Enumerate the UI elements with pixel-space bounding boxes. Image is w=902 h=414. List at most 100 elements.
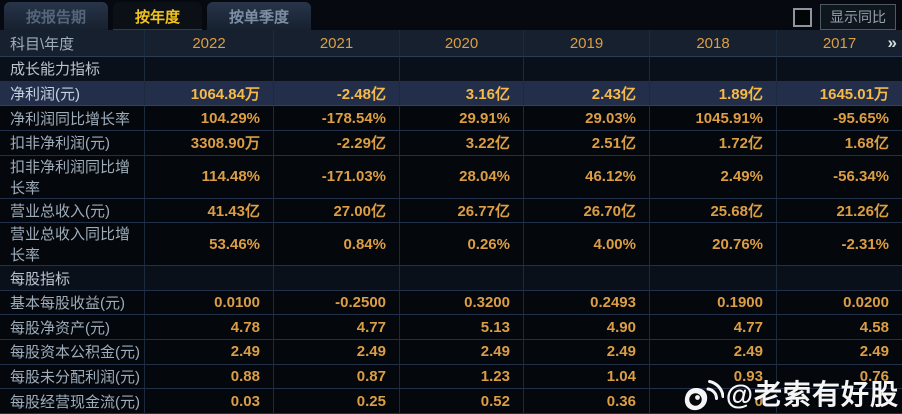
cell-value: 1064.84万 [145, 81, 274, 107]
header-subject-year: 科目\年度 [0, 30, 145, 57]
cell-value: 0.1900 [650, 290, 777, 316]
row-label: 扣非净利润(元) [0, 130, 145, 156]
table-row[interactable]: 每股经营现金流(元) 0.03 0.25 0.52 0.36 0 [0, 389, 902, 414]
table-row[interactable]: 净利润同比增长率 104.29% -178.54% 29.91% 29.03% 1045.… [0, 106, 902, 131]
cell-value: 2.49 [400, 340, 524, 365]
cell-value: 0.26% [400, 223, 524, 267]
row-label: 每股经营现金流(元) [0, 389, 145, 414]
table-row[interactable]: 营业总收入(元) 41.43亿 27.00亿 26.77亿 26.70亿 25.68亿 21… [0, 198, 902, 224]
tab-by-report-period[interactable]: 按报告期 [4, 2, 109, 30]
more-years-icon[interactable]: » [887, 33, 898, 52]
table-row[interactable]: 每股未分配利润(元) 0.88 0.87 1.23 1.04 0.93 0.76 [0, 364, 902, 390]
cell-value: 3308.90万 [145, 130, 274, 156]
cell-value: 3.16亿 [400, 81, 524, 107]
cell-value [145, 57, 274, 82]
cell-value: 0.25 [274, 389, 400, 414]
tab-by-quarter[interactable]: 按单季度 [207, 2, 312, 30]
row-label: 净利润(元) [0, 81, 145, 107]
cell-value: 28.04% [400, 155, 524, 199]
cell-value [777, 266, 902, 291]
cell-value: -2.31% [777, 223, 902, 267]
cell-value: 29.91% [400, 106, 524, 131]
cell-value: -2.29亿 [274, 130, 400, 156]
cell-value: 0.3200 [400, 290, 524, 316]
row-label: 每股资本公积金(元) [0, 340, 145, 365]
cell-value [274, 57, 400, 82]
cell-value: 0.36 [524, 389, 650, 414]
cell-value [650, 266, 777, 291]
cell-value: 0 [650, 389, 777, 414]
cell-value: 1.68亿 [777, 131, 902, 156]
cell-value: 4.00% [524, 223, 650, 267]
header-year-2017-label: 2017 [822, 34, 857, 52]
cell-value: 41.43亿 [145, 198, 274, 224]
cell-value: -56.34% [777, 156, 902, 199]
cell-value: 0.76 [777, 365, 902, 390]
cell-value: 1.04 [524, 364, 650, 390]
tab-controls: 显示同比 [793, 4, 896, 30]
row-label: 基本每股收益(元) [0, 290, 145, 316]
cell-value: 104.29% [145, 106, 274, 131]
table-row[interactable]: 扣非净利润同比增长率 114.48% -171.03% 28.04% 46.12% 2.4… [0, 155, 902, 199]
table-row[interactable]: 每股净资产(元) 4.78 4.77 5.13 4.90 4.77 4.58 [0, 315, 902, 341]
table-row[interactable]: 每股资本公积金(元) 2.49 2.49 2.49 2.49 2.49 2.49 [0, 340, 902, 365]
cell-value [777, 57, 902, 82]
cell-value: 1.72亿 [650, 130, 777, 156]
cell-value [524, 266, 650, 291]
cell-value: -0.2500 [274, 290, 400, 316]
cell-value: 4.77 [650, 315, 777, 341]
cell-value [777, 389, 902, 414]
header-year-2019[interactable]: 2019 [524, 30, 650, 57]
cell-value: 2.49 [524, 340, 650, 365]
header-year-2022[interactable]: 2022 [145, 30, 274, 57]
cell-value: 26.70亿 [524, 198, 650, 224]
section-row[interactable]: 成长能力指标 [0, 57, 902, 82]
table-row[interactable]: 营业总收入同比增长率 53.46% 0.84% 0.26% 4.00% 20.76% -2.… [0, 223, 902, 267]
header-year-2017[interactable]: 2017 » [777, 30, 902, 57]
table-row[interactable]: 基本每股收益(元) 0.0100 -0.2500 0.3200 0.2493 0.1900… [0, 290, 902, 316]
tab-by-year[interactable]: 按年度 [113, 2, 203, 30]
table-row[interactable]: 净利润(元) 1064.84万 -2.48亿 3.16亿 2.43亿 1.89亿 1645.… [0, 81, 902, 107]
header-year-2021[interactable]: 2021 [274, 30, 400, 57]
cell-value: -2.48亿 [274, 81, 400, 107]
cell-value: 1.23 [400, 364, 524, 390]
cell-value: 2.43亿 [524, 81, 650, 107]
cell-value: 1045.91% [650, 106, 777, 131]
cell-value [400, 57, 524, 82]
table-body: 成长能力指标 净利润(元) 1064.84万 -2.48亿 3.16亿 2.43亿 1.89… [0, 57, 902, 414]
cell-value: 1645.01万 [777, 82, 902, 107]
cell-value [524, 57, 650, 82]
cell-value: -178.54% [274, 106, 400, 131]
cell-value: 0.2493 [524, 290, 650, 316]
cell-value: 3.22亿 [400, 130, 524, 156]
cell-value: 20.76% [650, 223, 777, 267]
row-label: 净利润同比增长率 [0, 106, 145, 131]
header-year-2020[interactable]: 2020 [400, 30, 524, 57]
cell-value [145, 266, 274, 291]
cell-value: 5.13 [400, 315, 524, 341]
cell-value: 0.0100 [145, 290, 274, 316]
cell-value: 4.77 [274, 315, 400, 341]
cell-value: 2.49% [650, 155, 777, 199]
row-label: 成长能力指标 [0, 57, 145, 82]
show-yoy-label[interactable]: 显示同比 [820, 4, 896, 30]
header-year-2018[interactable]: 2018 [650, 30, 777, 57]
cell-value: 2.49 [274, 340, 400, 365]
cell-value: 25.68亿 [650, 198, 777, 224]
cell-value [400, 266, 524, 291]
table-row[interactable]: 扣非净利润(元) 3308.90万 -2.29亿 3.22亿 2.51亿 1.72亿 1.6… [0, 130, 902, 156]
cell-value: 4.78 [145, 315, 274, 341]
show-yoy-checkbox[interactable] [793, 7, 812, 27]
section-row[interactable]: 每股指标 [0, 266, 902, 291]
cell-value: 114.48% [145, 155, 274, 199]
cell-value: 0.93 [650, 364, 777, 390]
cell-value: 2.49 [145, 340, 274, 365]
row-label: 营业总收入(元) [0, 198, 145, 224]
cell-value: 26.77亿 [400, 198, 524, 224]
row-label: 营业总收入同比增长率 [0, 223, 145, 267]
cell-value: 0.03 [145, 389, 274, 414]
cell-value: 46.12% [524, 155, 650, 199]
table-header: 科目\年度 2022 2021 2020 2019 2018 2017 » [0, 30, 902, 57]
row-label: 每股净资产(元) [0, 315, 145, 341]
row-label: 扣非净利润同比增长率 [0, 155, 145, 199]
